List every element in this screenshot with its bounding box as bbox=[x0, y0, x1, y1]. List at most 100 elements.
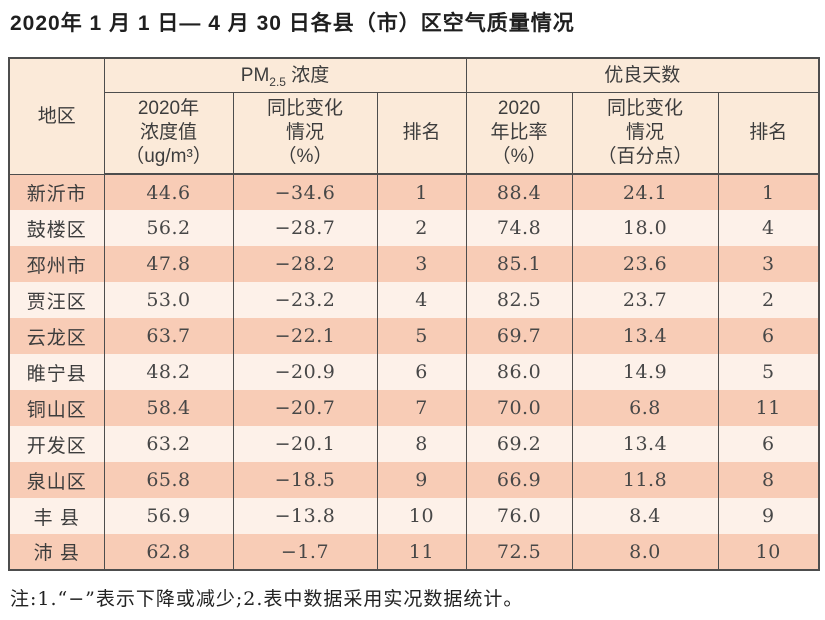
table-row: 铜山区 58.4 −20.7 7 70.0 6.8 11 bbox=[8, 390, 820, 427]
table-row: 丰 县 56.9 −13.8 10 76.0 8.4 9 bbox=[8, 498, 820, 535]
cell-good-rank: 4 bbox=[717, 210, 820, 247]
cell-pm-rank: 2 bbox=[376, 210, 467, 247]
cell-good-rank: 11 bbox=[717, 390, 820, 427]
cell-pm-rank: 3 bbox=[376, 246, 467, 283]
header-pm-rank: 排名 bbox=[376, 92, 467, 176]
header-good-change: 同比变化 情况 （百分点） bbox=[571, 92, 719, 176]
cell-pm-value: 62.8 bbox=[103, 534, 234, 571]
cell-good-change: 18.0 bbox=[571, 210, 719, 247]
cell-region: 云龙区 bbox=[8, 318, 105, 355]
cell-pm-change: −23.2 bbox=[232, 282, 378, 319]
cell-good-rate: 86.0 bbox=[465, 354, 573, 391]
footnote: 注:1.“−”表示下降或减少;2.表中数据采用实况数据统计。 bbox=[10, 588, 524, 611]
cell-good-rank: 10 bbox=[717, 534, 820, 571]
cell-good-rate: 74.8 bbox=[465, 210, 573, 247]
header-good-rank: 排名 bbox=[717, 92, 820, 176]
cell-pm-value: 63.7 bbox=[103, 318, 234, 355]
cell-good-change: 24.1 bbox=[571, 174, 719, 211]
cell-region: 邳州市 bbox=[8, 246, 105, 283]
table-row: 新沂市 44.6 −34.6 1 88.4 24.1 1 bbox=[8, 174, 820, 211]
cell-pm-rank: 10 bbox=[376, 498, 467, 535]
cell-good-rate: 69.7 bbox=[465, 318, 573, 355]
cell-pm-change: −22.1 bbox=[232, 318, 378, 355]
cell-good-rank: 9 bbox=[717, 498, 820, 535]
table-row: 鼓楼区 56.2 −28.7 2 74.8 18.0 4 bbox=[8, 210, 820, 247]
cell-pm-change: −20.9 bbox=[232, 354, 378, 391]
cell-good-change: 14.9 bbox=[571, 354, 719, 391]
table-row: 泉山区 65.8 −18.5 9 66.9 11.8 8 bbox=[8, 462, 820, 499]
cell-region: 开发区 bbox=[8, 426, 105, 463]
cell-pm-change: −18.5 bbox=[232, 462, 378, 499]
cell-good-rate: 88.4 bbox=[465, 174, 573, 211]
cell-pm-rank: 6 bbox=[376, 354, 467, 391]
cell-pm-rank: 11 bbox=[376, 534, 467, 571]
cell-pm-rank: 1 bbox=[376, 174, 467, 211]
cell-pm-rank: 9 bbox=[376, 462, 467, 499]
pm25-label-subscript: 2.5 bbox=[269, 74, 286, 89]
cell-pm-value: 48.2 bbox=[103, 354, 234, 391]
cell-good-change: 8.4 bbox=[571, 498, 719, 535]
header-sub-row: 2020年 浓度值 （ug/m³） 同比变化 情况 （%） 排名 2020 年比… bbox=[9, 92, 820, 176]
cell-region: 睢宁县 bbox=[8, 354, 105, 391]
table-row: 邳州市 47.8 −28.2 3 85.1 23.6 3 bbox=[8, 246, 820, 283]
table-row: 云龙区 63.7 −22.1 5 69.7 13.4 6 bbox=[8, 318, 820, 355]
cell-pm-value: 56.2 bbox=[103, 210, 234, 247]
page-title: 2020年 1 月 1 日— 4 月 30 日各县（市）区空气质量情况 bbox=[10, 12, 575, 35]
cell-pm-rank: 5 bbox=[376, 318, 467, 355]
cell-good-rank: 6 bbox=[717, 318, 820, 355]
cell-pm-change: −20.1 bbox=[232, 426, 378, 463]
cell-good-rank: 8 bbox=[717, 462, 820, 499]
cell-region: 贾汪区 bbox=[8, 282, 105, 319]
cell-pm-value: 56.9 bbox=[103, 498, 234, 535]
cell-region: 泉山区 bbox=[8, 462, 105, 499]
cell-good-change: 11.8 bbox=[571, 462, 719, 499]
cell-good-rate: 69.2 bbox=[465, 426, 573, 463]
cell-pm-rank: 4 bbox=[376, 282, 467, 319]
cell-good-rate: 70.0 bbox=[465, 390, 573, 427]
cell-pm-value: 53.0 bbox=[103, 282, 234, 319]
cell-good-rank: 5 bbox=[717, 354, 820, 391]
header-region: 地区 bbox=[8, 58, 105, 175]
cell-pm-value: 58.4 bbox=[103, 390, 234, 427]
cell-region: 新沂市 bbox=[8, 174, 105, 211]
cell-pm-rank: 7 bbox=[376, 390, 467, 427]
table-row: 睢宁县 48.2 −20.9 6 86.0 14.9 5 bbox=[8, 354, 820, 391]
cell-region: 铜山区 bbox=[8, 390, 105, 427]
header-good-rate: 2020 年比率 （%） bbox=[465, 92, 573, 176]
cell-pm-change: −34.6 bbox=[232, 174, 378, 211]
table-body: 新沂市 44.6 −34.6 1 88.4 24.1 1 鼓楼区 56.2 −28.7 2 74.8 1… bbox=[8, 174, 820, 571]
cell-pm-change: −28.7 bbox=[232, 210, 378, 247]
header-pm-change: 同比变化 情况 （%） bbox=[232, 92, 378, 176]
cell-good-rank: 2 bbox=[717, 282, 820, 319]
cell-good-change: 23.7 bbox=[571, 282, 719, 319]
pm25-label-suffix: 浓度 bbox=[285, 64, 330, 86]
cell-good-change: 13.4 bbox=[571, 426, 719, 463]
table-header: 地区 PM2.5 浓度 优良天数 2020年 浓度值 （ug/m³） 同比变化 … bbox=[8, 58, 820, 176]
table-row: 贾汪区 53.0 −23.2 4 82.5 23.7 2 bbox=[8, 282, 820, 319]
table-row: 开发区 63.2 −20.1 8 69.2 13.4 6 bbox=[8, 426, 820, 463]
cell-good-rank: 6 bbox=[717, 426, 820, 463]
cell-region: 沛 县 bbox=[8, 534, 105, 571]
cell-good-rate: 85.1 bbox=[465, 246, 573, 283]
cell-pm-change: −1.7 bbox=[232, 534, 378, 571]
cell-good-change: 23.6 bbox=[571, 246, 719, 283]
cell-good-rate: 82.5 bbox=[465, 282, 573, 319]
header-pm-value: 2020年 浓度值 （ug/m³） bbox=[103, 92, 234, 176]
cell-region: 鼓楼区 bbox=[8, 210, 105, 247]
cell-good-rate: 72.5 bbox=[465, 534, 573, 571]
cell-pm-value: 47.8 bbox=[103, 246, 234, 283]
cell-pm-change: −13.8 bbox=[232, 498, 378, 535]
cell-good-rate: 66.9 bbox=[465, 462, 573, 499]
pm25-label-prefix: PM bbox=[240, 64, 270, 86]
header-good-days-group: 优良天数 bbox=[465, 58, 820, 93]
cell-pm-change: −20.7 bbox=[232, 390, 378, 427]
table-row: 沛 县 62.8 −1.7 11 72.5 8.0 10 bbox=[8, 534, 820, 571]
cell-pm-rank: 8 bbox=[376, 426, 467, 463]
cell-good-change: 6.8 bbox=[571, 390, 719, 427]
cell-pm-value: 63.2 bbox=[103, 426, 234, 463]
cell-pm-change: −28.2 bbox=[232, 246, 378, 283]
cell-good-rate: 76.0 bbox=[465, 498, 573, 535]
header-pm25-group: PM2.5 浓度 bbox=[103, 58, 467, 93]
cell-good-rank: 3 bbox=[717, 246, 820, 283]
